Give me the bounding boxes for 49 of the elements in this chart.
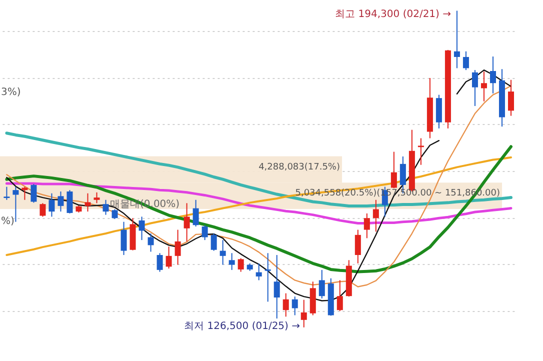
candlestick (238, 258, 244, 272)
candlestick (58, 190, 64, 212)
candlestick (48, 192, 55, 218)
candlestick (282, 292, 289, 318)
candlestick (40, 202, 46, 218)
candlestick (120, 221, 127, 256)
annotation: 최고 194,300 (02/21) → (335, 9, 451, 20)
candlestick (4, 186, 10, 200)
candlestick (274, 254, 280, 319)
candlestick (454, 10, 460, 69)
candlestick (220, 240, 226, 266)
candlestick (166, 246, 172, 270)
candlestick (84, 192, 91, 212)
candlestick (202, 224, 208, 241)
candlestick (418, 138, 424, 166)
annotation: 최저 126,500 (01/25) → (184, 321, 300, 332)
candlestick (292, 296, 298, 316)
candlestick (472, 70, 478, 107)
candlestick (184, 202, 190, 242)
candlestick (94, 192, 100, 204)
candlestick (508, 79, 514, 116)
candlestick (372, 199, 379, 232)
candlestick (318, 269, 325, 299)
candlestick (390, 151, 397, 189)
candlestick (192, 199, 199, 227)
candlestick (30, 184, 37, 204)
candlestick (490, 56, 496, 94)
candlestick (22, 186, 28, 200)
annotation: 3%) (1, 87, 21, 98)
candlestick (256, 262, 262, 281)
candlestick (102, 199, 109, 216)
candlestick (138, 216, 145, 241)
candlestick (156, 252, 163, 272)
candlestick (112, 208, 118, 220)
candlestick (480, 70, 487, 102)
candlestick (174, 229, 181, 266)
candlestick (148, 233, 154, 252)
annotation: %) (1, 216, 14, 227)
candlestick (462, 50, 469, 71)
candlestick (264, 252, 271, 302)
candlestick (210, 233, 217, 252)
candlestick (354, 229, 361, 264)
candlestick (364, 212, 370, 239)
candlestick (300, 299, 307, 328)
candlestick (336, 280, 343, 312)
band-label: 4,288,083(17.5%) (258, 162, 340, 172)
candlestick (66, 190, 73, 214)
candlestick (12, 186, 19, 222)
candlestick (228, 252, 235, 270)
